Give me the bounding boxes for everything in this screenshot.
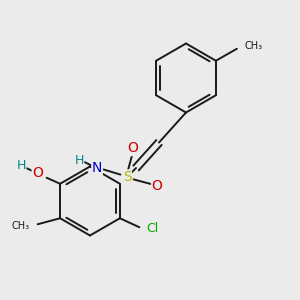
Text: CH₃: CH₃	[244, 41, 262, 51]
Text: Cl: Cl	[146, 222, 158, 235]
Text: O: O	[32, 166, 43, 180]
Text: S: S	[123, 170, 131, 184]
Text: O: O	[152, 179, 163, 193]
Text: H: H	[74, 154, 84, 167]
Text: CH₃: CH₃	[12, 221, 30, 231]
Text: O: O	[128, 142, 139, 155]
Text: H: H	[16, 159, 26, 172]
Text: N: N	[92, 161, 102, 175]
